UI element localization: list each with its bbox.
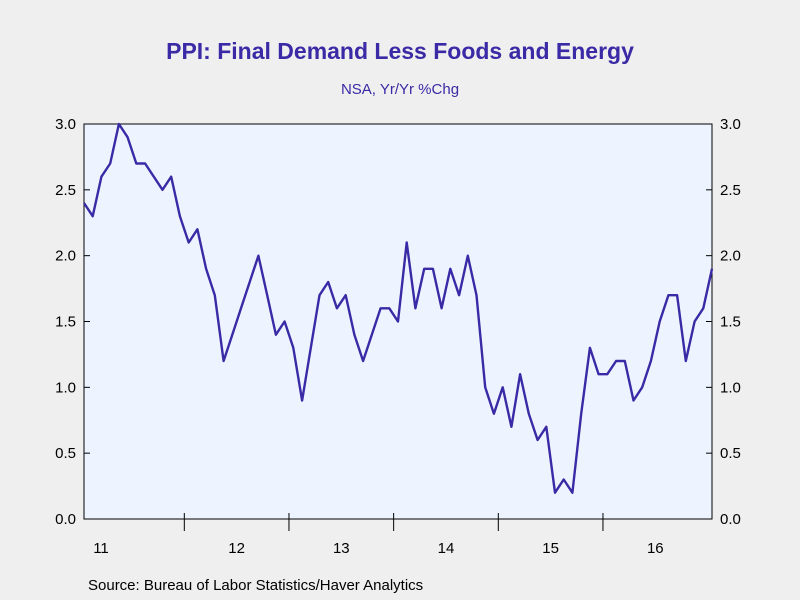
y-tick-label-right: 1.5 (720, 314, 741, 331)
y-tick-label-left: 3.0 (55, 116, 76, 133)
x-tick-label: 12 (228, 540, 245, 557)
y-tick-label-right: 0.5 (720, 445, 741, 462)
source-note: Source: Bureau of Labor Statistics/Haver… (88, 577, 424, 594)
x-tick-label: 11 (93, 540, 109, 557)
y-tick-label-left: 0.0 (55, 511, 76, 528)
y-tick-label-right: 3.0 (720, 116, 741, 133)
y-tick-label-right: 1.0 (720, 379, 741, 396)
y-tick-label-left: 1.5 (55, 314, 76, 331)
y-tick-label-right: 2.5 (720, 182, 741, 199)
y-tick-label-left: 1.0 (55, 379, 76, 396)
y-tick-label-left: 2.5 (55, 182, 76, 199)
x-axis: 11 12 13 14 15 16 (93, 513, 664, 557)
x-tick-label: 16 (647, 540, 664, 557)
chart-title: PPI: Final Demand Less Foods and Energy (166, 38, 634, 64)
x-tick-label: 13 (333, 540, 350, 557)
y-tick-label-left: 0.5 (55, 445, 76, 462)
y-tick-label-right: 2.0 (720, 248, 741, 265)
y-tick-label-right: 0.0 (720, 511, 741, 528)
x-tick-label: 15 (542, 540, 559, 557)
y-axis-left: 0.0 0.5 1.0 1.5 2.0 2.5 3.0 (55, 116, 90, 528)
y-axis-right: 0.0 0.5 1.0 1.5 2.0 2.5 3.0 (706, 116, 741, 528)
chart-subtitle: NSA, Yr/Yr %Chg (340, 81, 460, 98)
series-line (82, 122, 714, 494)
x-tick-label: 14 (438, 540, 455, 557)
y-tick-label-left: 2.0 (55, 248, 76, 265)
